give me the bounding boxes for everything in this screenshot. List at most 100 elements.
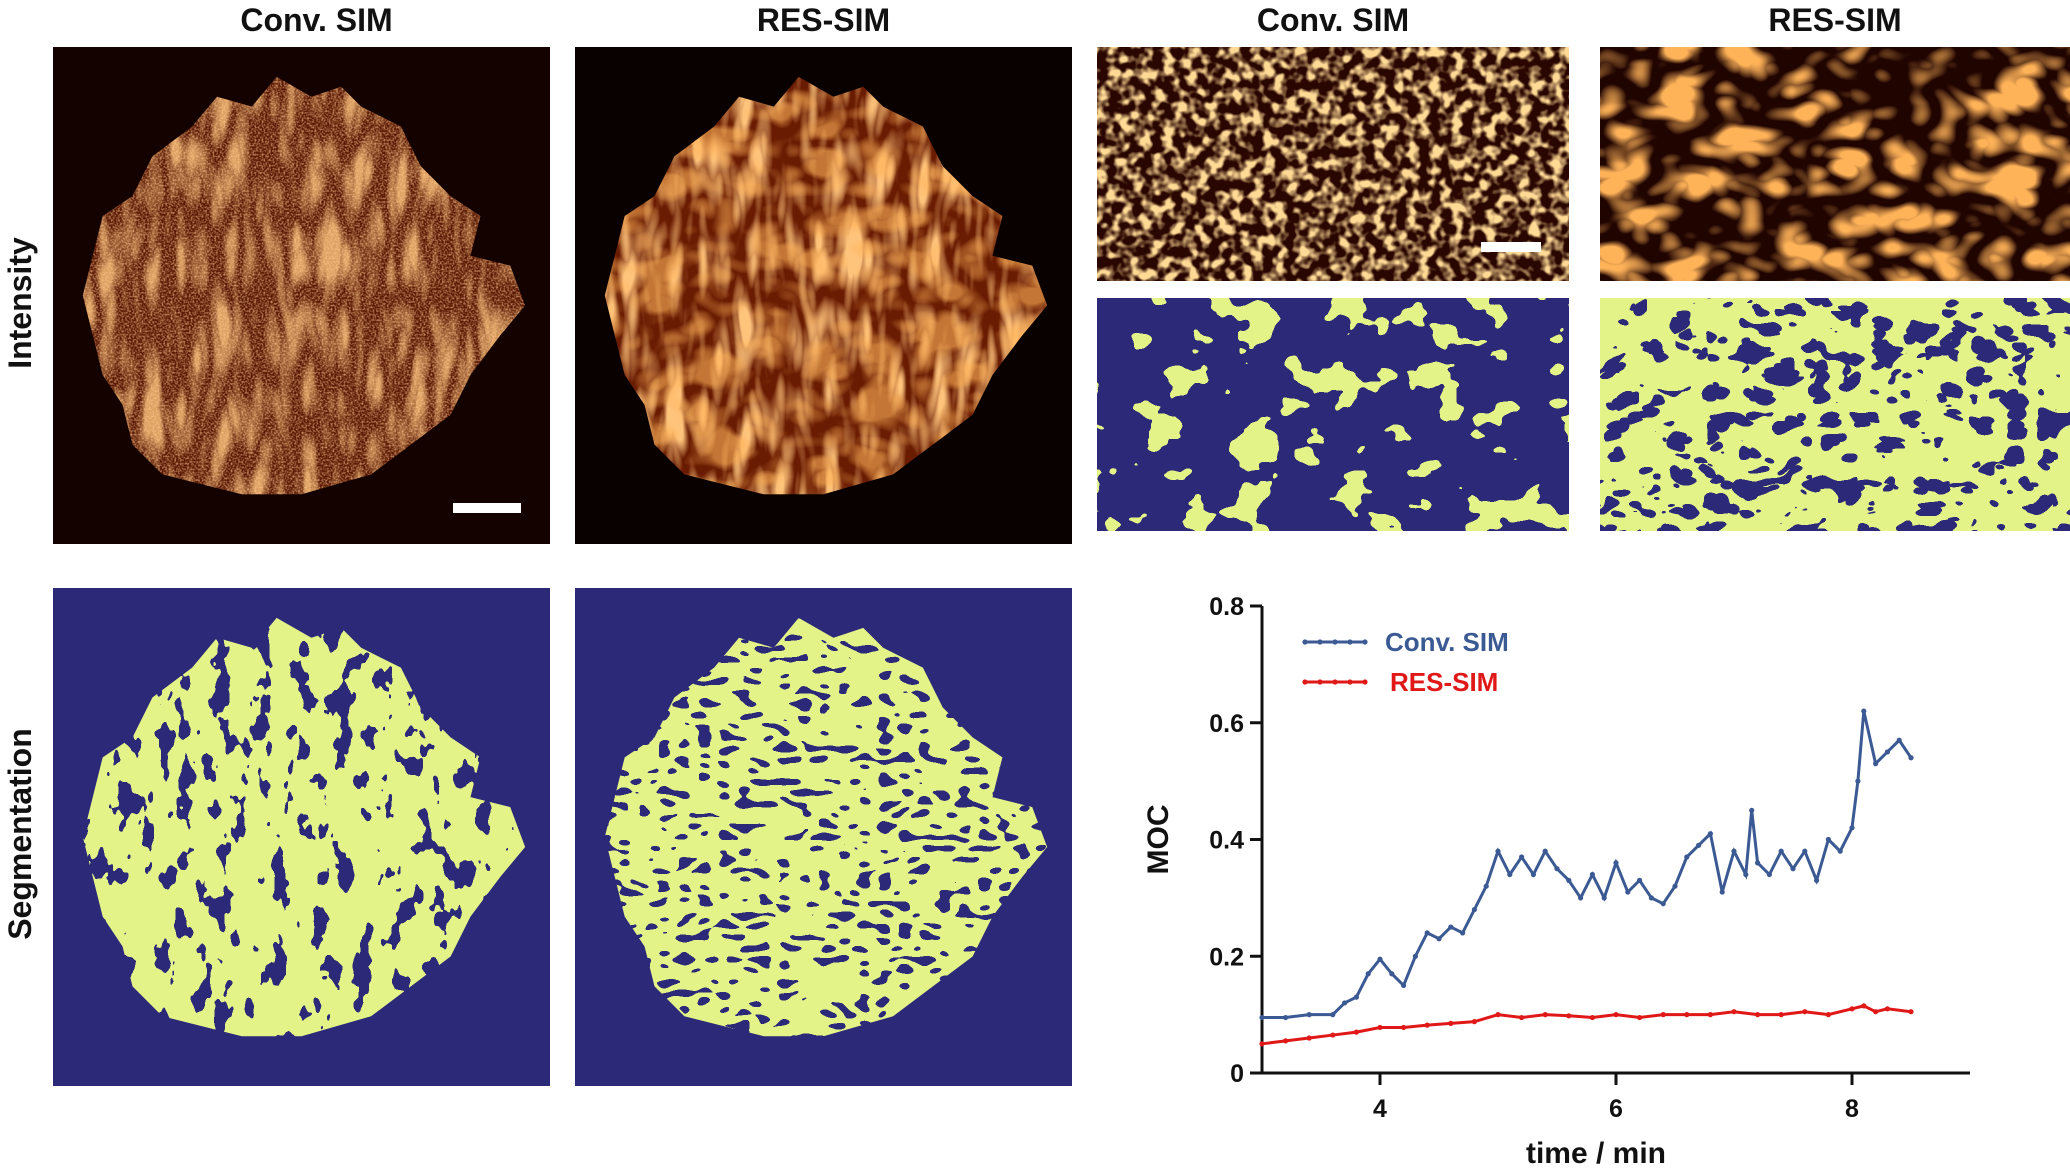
data-point xyxy=(1884,749,1890,755)
data-point xyxy=(1731,848,1737,854)
data-point xyxy=(1401,982,1407,989)
data-point xyxy=(1766,871,1772,878)
data-point xyxy=(1507,871,1513,878)
data-point xyxy=(1448,924,1454,930)
data-point xyxy=(1495,1012,1501,1018)
data-point xyxy=(1908,755,1914,761)
column-header-conv-sim-zoom: Conv. SIM xyxy=(1256,2,1410,38)
intensity-res-sim-zoom-image xyxy=(1600,47,2070,281)
intensity-conv-sim-cell-image xyxy=(53,47,550,544)
data-point xyxy=(1377,1024,1383,1031)
data-point xyxy=(1637,1014,1643,1021)
data-point xyxy=(1306,1035,1312,1041)
data-point xyxy=(1861,1003,1867,1009)
segmentation-res-sim-zoom-image xyxy=(1600,298,2070,531)
x-tick-label: 8 xyxy=(1845,1095,1859,1123)
legend-marker xyxy=(1347,679,1353,685)
data-point xyxy=(1861,708,1867,714)
data-point xyxy=(1855,778,1861,784)
row-label-intensity: Intensity xyxy=(2,237,38,369)
y-tick-label: 0.8 xyxy=(1209,593,1244,621)
data-point xyxy=(1837,848,1843,854)
data-point xyxy=(1802,1009,1808,1015)
data-point xyxy=(1365,971,1371,977)
data-point xyxy=(1436,936,1442,942)
data-point xyxy=(1259,1014,1265,1021)
data-point xyxy=(1637,877,1643,883)
data-point xyxy=(1707,831,1713,837)
data-point xyxy=(1660,1012,1666,1018)
data-point xyxy=(1306,1012,1312,1018)
data-point xyxy=(1448,1020,1454,1026)
legend-marker xyxy=(1317,679,1323,685)
data-point xyxy=(1755,860,1761,866)
data-point xyxy=(1330,1012,1336,1018)
data-point xyxy=(1471,906,1477,913)
scale-bar xyxy=(1481,242,1541,252)
legend-marker xyxy=(1362,639,1368,645)
x-axis-label: time / min xyxy=(1526,1137,1666,1170)
data-point xyxy=(1578,895,1584,901)
data-point xyxy=(1778,1012,1784,1018)
x-tick-label: 4 xyxy=(1373,1095,1387,1123)
data-point xyxy=(1749,807,1755,813)
data-point xyxy=(1802,848,1808,854)
x-tick-label: 6 xyxy=(1609,1095,1623,1123)
data-point xyxy=(1519,854,1525,860)
data-point xyxy=(1412,953,1418,959)
data-point xyxy=(1353,994,1359,1000)
legend-marker xyxy=(1302,679,1308,685)
data-point xyxy=(1743,871,1749,878)
data-point xyxy=(1353,1029,1359,1035)
series-line-conv-sim xyxy=(1262,710,1913,1020)
data-point xyxy=(1589,1014,1595,1021)
data-point xyxy=(1342,1000,1348,1006)
data-point xyxy=(1613,860,1619,866)
data-point xyxy=(1330,1032,1336,1038)
data-point xyxy=(1566,877,1572,883)
column-header-res-sim-zoom: RES-SIM xyxy=(1768,2,1902,38)
legend-label: Conv. SIM xyxy=(1385,627,1509,657)
data-point xyxy=(1648,895,1654,901)
intensity-res-sim-cell-image xyxy=(575,47,1072,544)
data-point xyxy=(1542,1012,1548,1018)
y-tick-label: 0.2 xyxy=(1209,943,1244,971)
column-header-conv-sim-full: Conv. SIM xyxy=(240,2,393,38)
legend-marker xyxy=(1347,639,1353,645)
scale-bar xyxy=(453,503,521,513)
data-point xyxy=(1377,956,1383,962)
data-point xyxy=(1755,1012,1761,1018)
data-point xyxy=(1873,761,1879,767)
legend-marker xyxy=(1332,639,1338,645)
data-point xyxy=(1589,871,1595,878)
data-point xyxy=(1719,889,1725,895)
data-point xyxy=(1707,1012,1713,1018)
data-point xyxy=(1884,1006,1890,1012)
data-point xyxy=(1401,1024,1407,1031)
data-point xyxy=(1660,901,1666,907)
data-point xyxy=(1814,877,1820,883)
moc-line-chart: 0 0.2 0.4 0.6 0.8 4 6 8 time / min MOC Conv. SIM RE… xyxy=(1142,593,1970,1170)
data-point xyxy=(1519,1014,1525,1021)
data-point xyxy=(1849,825,1855,831)
data-point xyxy=(1460,930,1466,936)
data-point xyxy=(1424,930,1430,936)
data-point xyxy=(1542,848,1548,854)
data-point xyxy=(1896,737,1902,743)
data-point xyxy=(1908,1009,1914,1015)
data-point xyxy=(1873,1009,1879,1015)
data-point xyxy=(1790,866,1796,872)
data-point xyxy=(1554,866,1560,872)
data-point xyxy=(1625,889,1631,895)
legend-marker xyxy=(1302,639,1308,645)
data-point xyxy=(1495,848,1501,854)
data-point xyxy=(1684,854,1690,860)
row-label-segmentation: Segmentation xyxy=(2,728,38,940)
legend-label: RES-SIM xyxy=(1390,667,1498,697)
segmentation-res-sim-cell-image xyxy=(575,588,1072,1086)
legend-marker xyxy=(1332,679,1338,685)
data-point xyxy=(1530,871,1536,878)
data-point xyxy=(1389,971,1395,977)
legend-marker xyxy=(1317,639,1323,645)
data-point xyxy=(1849,1006,1855,1012)
